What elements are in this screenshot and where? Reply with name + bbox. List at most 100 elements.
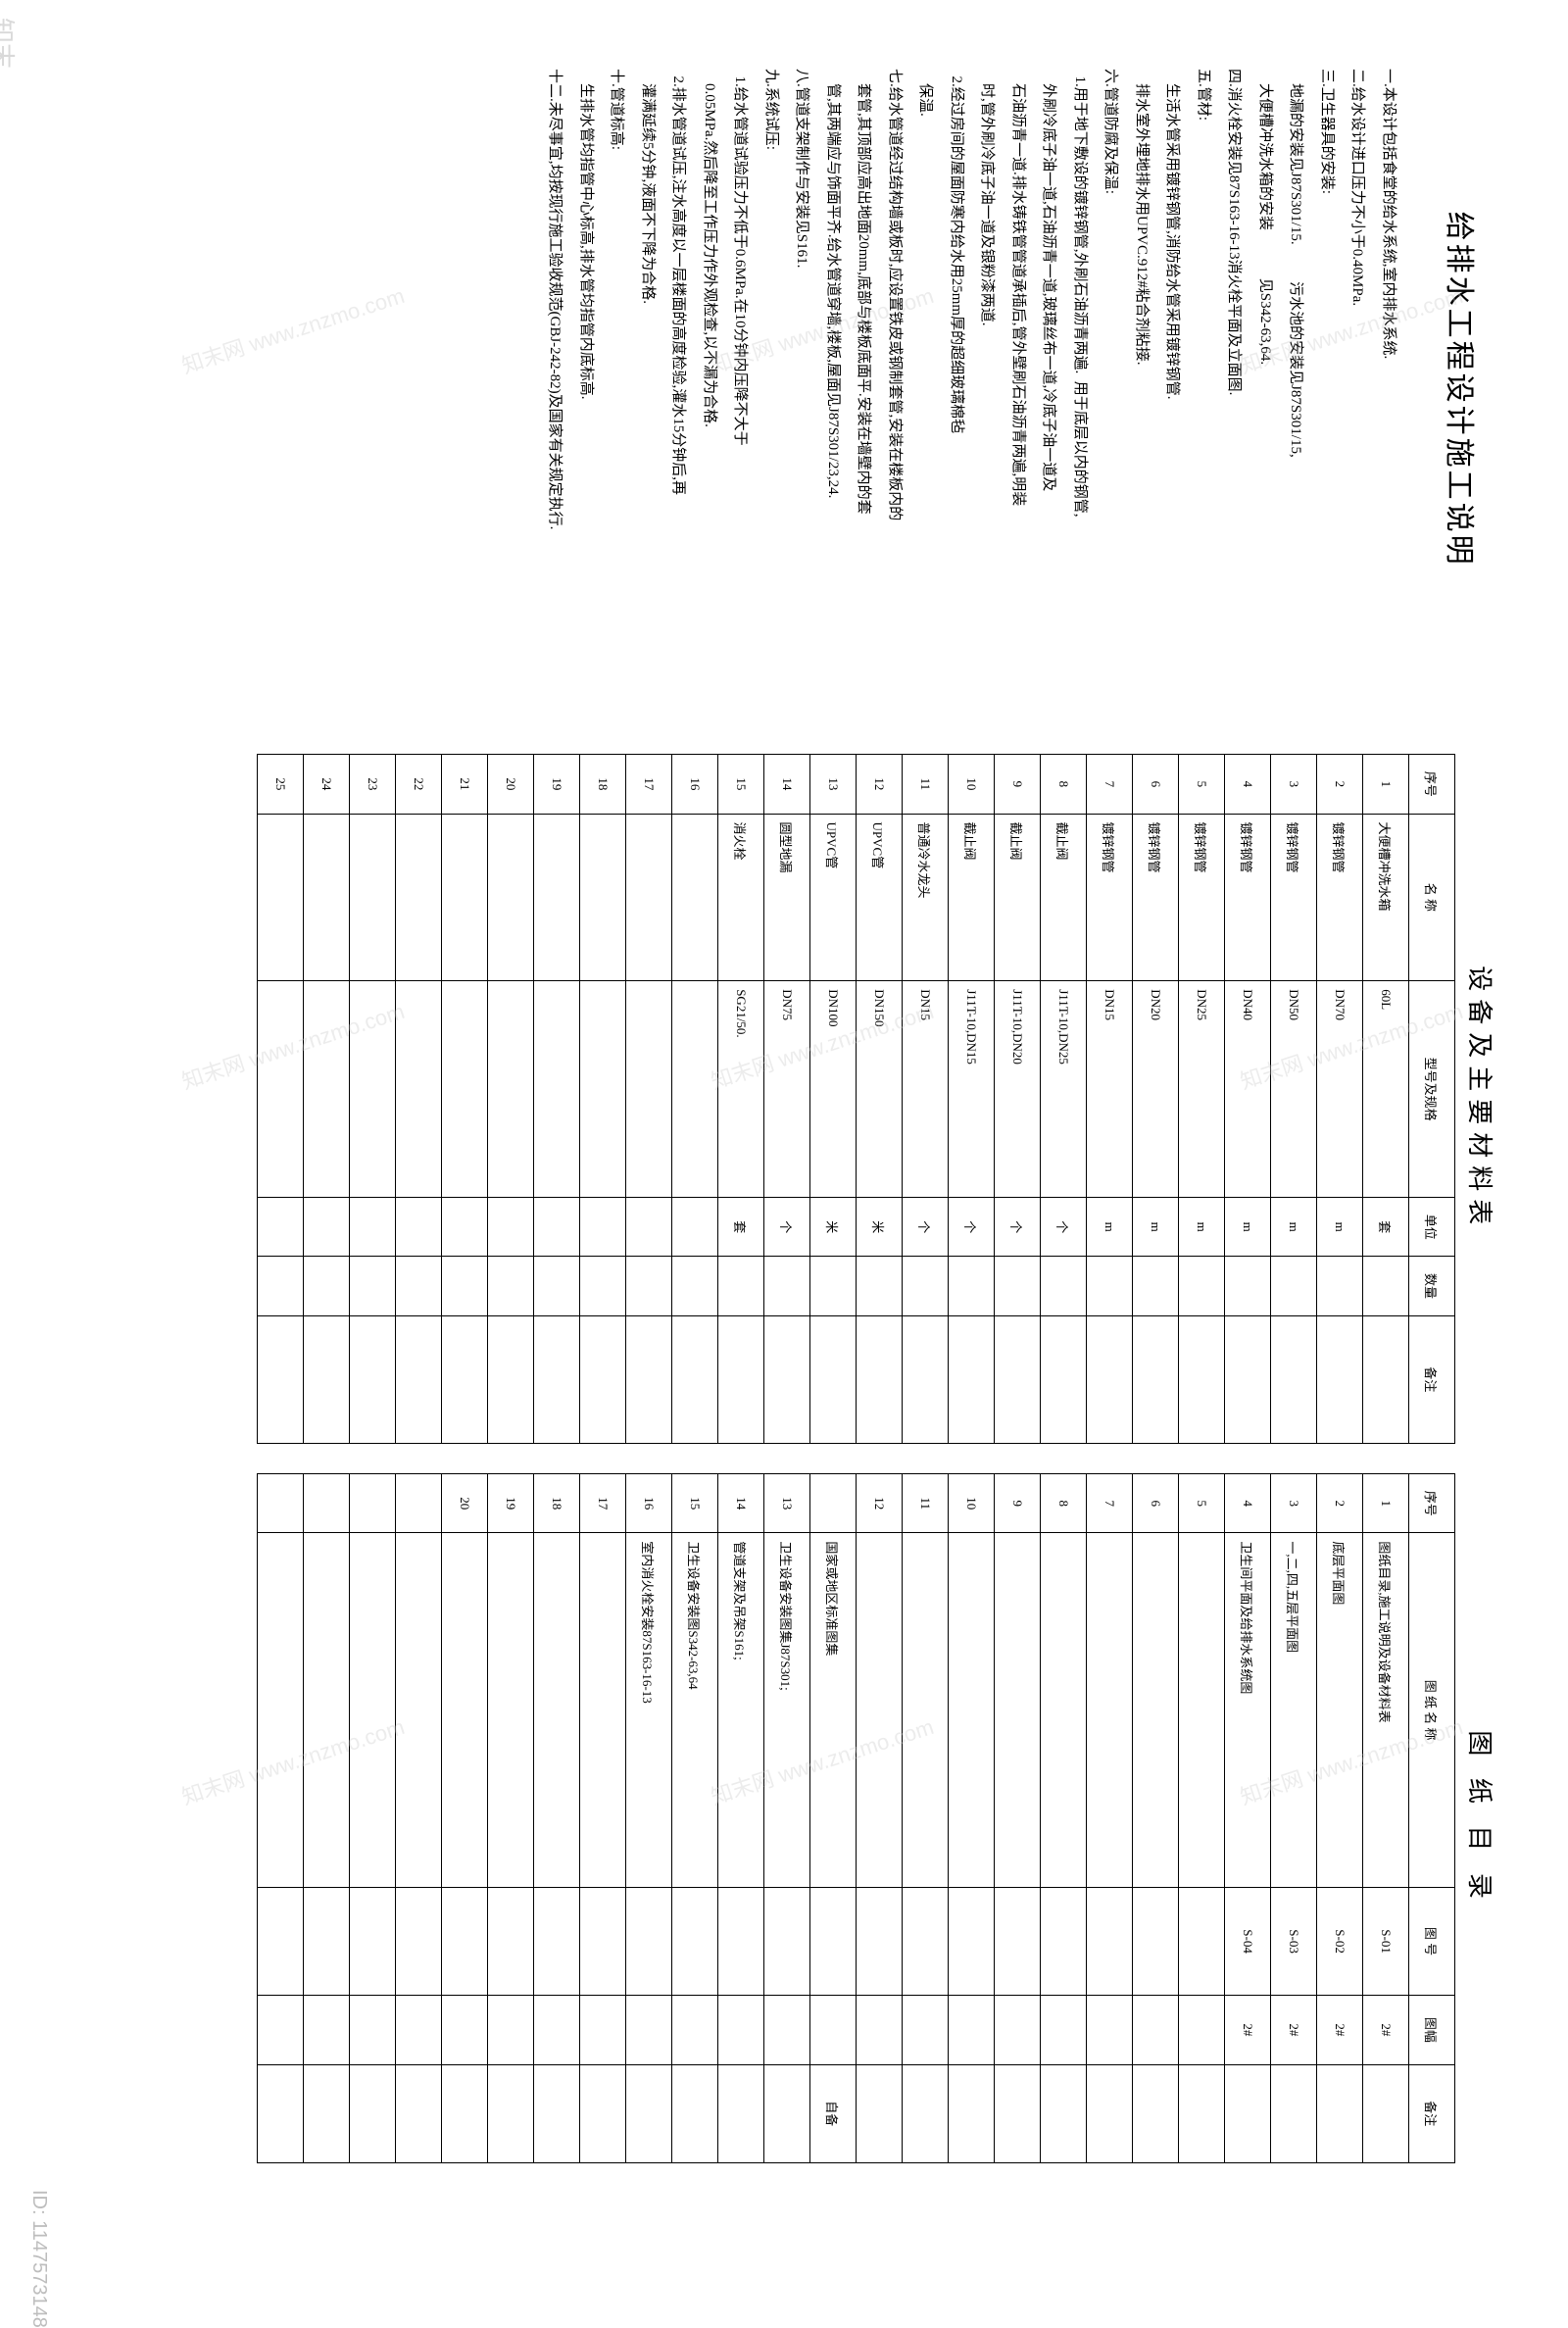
table-cell [903,1533,949,1887]
table-header-cell: 名 称 [1409,814,1455,981]
table-cell [350,1315,396,1444]
table-row: 11 [903,1474,949,2163]
table-cell: 8 [1041,1474,1087,1533]
table-cell: 10 [949,1474,995,1533]
table-cell [304,814,350,981]
notes-line: 八.管道支架制作与安装见S161. [786,69,817,710]
table-cell: 60L [1363,981,1409,1198]
table-cell [995,1257,1041,1315]
table-row: 18 [534,1474,580,2163]
table-cell [857,1257,903,1315]
table-cell [396,814,442,981]
table-cell: 镀锌钢管 [1225,814,1271,981]
table-cell [396,1996,442,2064]
table-row [396,1474,442,2163]
table-cell: 13 [810,755,857,814]
table-cell [304,1996,350,2064]
table-cell: 18 [534,1474,580,1533]
table-cell: 5 [1179,1474,1225,1533]
table-cell: 12 [857,755,903,814]
table-cell [396,1474,442,1533]
table-cell: 3 [1271,1474,1317,1533]
table-cell: 17 [626,755,672,814]
table-cell [350,814,396,981]
notes-line: 2.经过房间的屋面防寒内给水用25mm厚的超细玻璃棉毡 [941,69,972,710]
table-cell: 2# [1363,1996,1409,2064]
table-row: 国家或地区标准图集自备 [810,1474,857,2163]
table-cell [995,1996,1041,2064]
table-cell [1041,1996,1087,2064]
table-cell [580,1198,626,1257]
table-cell [1317,1315,1363,1444]
table-cell [1087,2064,1133,2162]
table-cell [580,1315,626,1444]
table-cell [1225,1257,1271,1315]
table-row: 6镀锌钢管DN20m [1133,755,1179,1444]
table-cell: 11 [903,1474,949,1533]
table-cell [1271,2064,1317,2162]
table-cell [626,1315,672,1444]
table-cell [534,981,580,1198]
table-cell [442,1198,488,1257]
table-header-cell: 序号 [1409,1474,1455,1533]
table-cell [442,2064,488,2162]
table-cell: 15 [672,1474,718,1533]
table-cell: 室内消火栓安装87S163-16-13 [626,1533,672,1887]
table-row: 24 [304,755,350,1444]
table-cell [580,1887,626,1995]
notes-line: 九.系统试压: [756,69,787,710]
table-cell [442,1315,488,1444]
table-cell [488,814,534,981]
table-cell [258,2064,304,2162]
table-cell: 自备 [810,2064,857,2162]
table-cell [534,814,580,981]
table-cell [626,1257,672,1315]
table-cell: 21 [442,755,488,814]
table-cell [258,1315,304,1444]
table-cell [396,2064,442,2162]
table-cell: 个 [1041,1198,1087,1257]
table-cell [1133,1533,1179,1887]
table-cell: 5 [1179,755,1225,814]
notes-line: 一.本设计包括食堂的给水系统,室内排水系统. [1373,69,1404,710]
table-cell [995,1887,1041,1995]
table-cell [949,1315,995,1444]
table-cell: 管道支架及吊架S161; [718,1533,764,1887]
table-cell: 17 [580,1474,626,1533]
table-header-cell: 备注 [1409,2064,1455,2162]
table-cell [949,1887,995,1995]
notes-column: 给排水工程设计施工说明 一.本设计包括食堂的给水系统,室内排水系统.二.给水设计… [59,39,1509,739]
table-row: 19 [488,1474,534,2163]
notes-line: 排水室外埋地排水用UPVC.912#粘合剂粘接. [1126,69,1157,710]
table-cell: 2 [1317,1474,1363,1533]
table-cell: UPVC管 [810,814,857,981]
table-cell: 底层平面图 [1317,1533,1363,1887]
table-row: 2镀锌钢管DN70m [1317,755,1363,1444]
table-cell [534,2064,580,2162]
table-cell [810,1257,857,1315]
table-cell [488,1533,534,1887]
table-header-cell: 图 纸 名 称 [1409,1533,1455,1887]
table-cell: 6 [1133,755,1179,814]
table-cell [580,981,626,1198]
notes-line: 三.卫生器具的安装: [1311,69,1343,710]
table-cell: 镀锌钢管 [1317,814,1363,981]
table-cell [1271,1257,1317,1315]
table-row: 16 [672,755,718,1444]
table-header-cell: 序号 [1409,755,1455,814]
table-cell [626,1887,672,1995]
table-cell [258,1887,304,1995]
table-cell: S-02 [1317,1887,1363,1995]
table-cell: 9 [995,755,1041,814]
table-cell [1041,1533,1087,1887]
table-row: 13卫生设备安装图集J87S301; [764,1474,810,2163]
drawings-table: 序号图 纸 名 称图 号图幅备注1图纸目录,施工说明及设备材料表S-012#2底… [257,1473,1455,2163]
table-row: 8截止阀J11T-10,DN25个 [1041,755,1087,1444]
table-cell [534,1887,580,1995]
table-row: 21 [442,755,488,1444]
notes-line: 灌满延续5分钟,液面不下降为合格. [632,69,663,710]
table-cell: S-01 [1363,1887,1409,1995]
table-row: 15卫生设备安装图S342-63,64 [672,1474,718,2163]
table-cell: 19 [534,755,580,814]
table-cell [258,814,304,981]
